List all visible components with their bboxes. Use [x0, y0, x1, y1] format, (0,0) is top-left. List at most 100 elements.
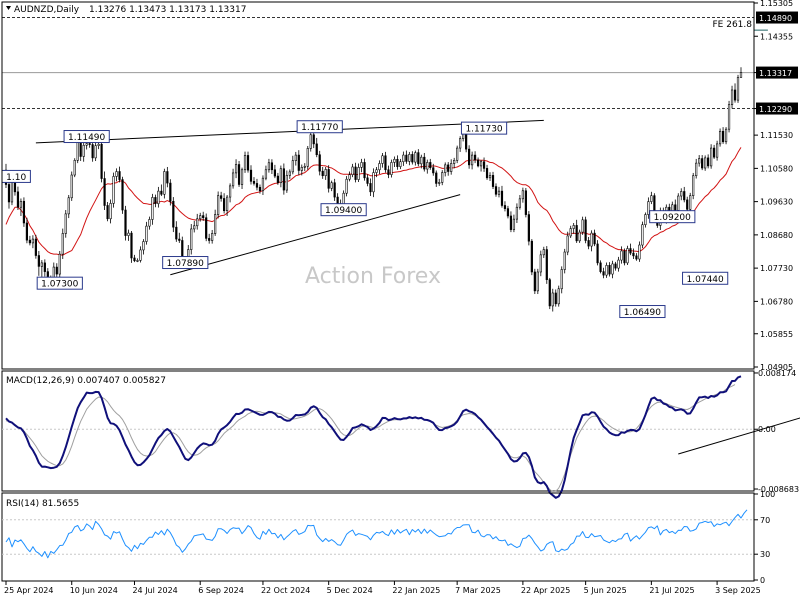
bearish-candle	[55, 266, 58, 275]
trendlines	[35, 119, 544, 276]
macd-panel-border	[1, 370, 755, 492]
time-tick-label: 5 Jun 2025	[584, 586, 627, 595]
bullish-candle	[698, 158, 701, 164]
price-label-box	[649, 210, 696, 224]
trendline	[35, 119, 544, 144]
bearish-candle	[485, 168, 489, 179]
bullish-candle	[330, 182, 333, 189]
bearish-candle	[554, 292, 557, 305]
bearish-candle	[133, 257, 136, 262]
bearish-candle	[208, 238, 211, 241]
price-axis: 1.15305 1.14355 1.13317 1.12290 1.11530 1.105…	[754, 0, 798, 372]
bullish-candle	[300, 167, 303, 171]
symbol-dropdown-icon[interactable]	[6, 6, 11, 10]
bullish-candle	[704, 157, 707, 169]
bullish-candle	[739, 72, 743, 78]
macd-main-line	[5, 375, 742, 499]
bearish-candle	[435, 172, 438, 184]
bullish-candle	[64, 213, 67, 234]
bearish-candle	[432, 167, 435, 174]
price-label: 1.07300	[41, 280, 78, 290]
price-label: 1.11490	[68, 133, 105, 143]
price-label: 1.10	[6, 173, 26, 183]
bullish-candle	[617, 259, 620, 269]
bullish-candle	[67, 197, 70, 215]
price-tick-label: 1.11530	[760, 131, 793, 140]
bullish-candle	[109, 203, 112, 220]
price-tick-label: 1.04905	[760, 363, 793, 372]
bullish-candle	[444, 164, 447, 173]
bearish-candle	[548, 279, 551, 307]
bullish-candle	[193, 225, 196, 230]
macd-panel: MACD(12,26,9) 0.007407 0.005827 0.008174…	[1, 369, 800, 499]
bullish-candle	[148, 219, 151, 227]
price-tick-label: 1.05855	[760, 330, 793, 339]
bullish-candle	[375, 169, 378, 173]
bearish-candle	[333, 182, 336, 198]
bearish-candle	[632, 252, 635, 257]
bearish-candle	[318, 154, 321, 172]
bearish-candle	[629, 248, 632, 254]
macd-tick-label: -0.008683	[758, 485, 799, 494]
macd-axis: 0.008174 0.00 -0.008683	[754, 369, 799, 494]
time-tick-label: 25 Apr 2024	[4, 586, 53, 595]
bearish-candle	[237, 164, 241, 185]
bearish-candle	[366, 177, 369, 184]
bullish-candle	[605, 265, 608, 276]
bearish-candle	[249, 169, 253, 182]
trendline	[170, 194, 461, 276]
rsi-lines	[2, 509, 754, 559]
price-label: 1.09400	[325, 206, 362, 216]
bearish-candle	[429, 162, 432, 168]
bullish-candle	[727, 104, 731, 130]
bullish-candle	[647, 201, 650, 215]
bearish-candle	[282, 168, 285, 191]
bullish-candle	[390, 162, 393, 175]
bullish-candle	[578, 231, 581, 242]
bullish-candle	[393, 158, 396, 163]
time-tick-label: 10 Jun 2024	[70, 586, 118, 595]
bearish-candle	[91, 144, 94, 159]
price-label-box	[36, 276, 83, 290]
rsi-tick-label: 100	[760, 490, 775, 499]
bearish-candle	[25, 222, 29, 241]
bullish-candle	[736, 77, 740, 101]
bearish-candle	[100, 143, 103, 179]
bullish-candle	[644, 214, 647, 226]
bearish-candle	[327, 169, 330, 189]
bearish-candle	[118, 171, 121, 180]
bullish-candle	[145, 225, 148, 242]
bullish-candle	[438, 182, 441, 184]
bullish-candle	[285, 175, 288, 191]
bullish-candle	[151, 197, 154, 220]
bearish-candle	[276, 175, 279, 184]
bearish-candle	[202, 215, 205, 219]
bearish-candle	[166, 171, 169, 184]
bullish-candle	[426, 162, 429, 170]
bullish-candle	[190, 228, 193, 250]
time-tick-label: 22 Jan 2025	[392, 586, 440, 595]
bullish-candle	[309, 134, 312, 149]
bullish-candle	[718, 130, 722, 145]
price-label-box	[619, 305, 666, 319]
bullish-candle	[641, 224, 644, 246]
bearish-candle	[22, 200, 26, 224]
symbol-header: AUDNZD,Daily	[14, 5, 80, 15]
bullish-candle	[730, 89, 734, 105]
price-label-box	[460, 121, 508, 135]
bullish-candle	[572, 225, 575, 229]
bearish-candle	[635, 255, 638, 260]
bullish-candle	[488, 175, 492, 179]
bullish-candle	[127, 232, 130, 236]
bearish-candle	[476, 159, 480, 167]
price-label-box	[296, 120, 343, 134]
bullish-candle	[73, 160, 76, 176]
bearish-candle	[124, 209, 127, 236]
bearish-candle	[614, 263, 617, 269]
bearish-candle	[160, 190, 163, 195]
bullish-candle	[357, 167, 360, 180]
bearish-candle	[154, 197, 157, 205]
bearish-candle	[16, 191, 20, 208]
bullish-candle	[381, 155, 384, 164]
